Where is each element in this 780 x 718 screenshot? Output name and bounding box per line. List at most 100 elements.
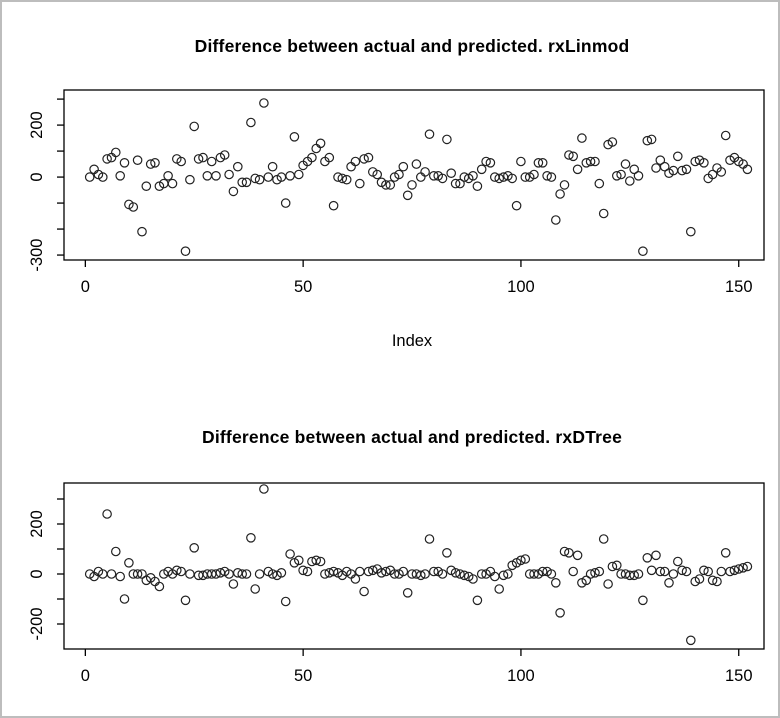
data-point: [546, 569, 557, 579]
data-point: [485, 158, 496, 168]
data-point: [707, 169, 718, 180]
data-point: [228, 186, 239, 197]
data-point: [638, 595, 648, 606]
data-point: [542, 171, 552, 181]
data-point: [668, 569, 679, 579]
data-point: [381, 566, 391, 577]
data-point: [685, 635, 696, 646]
y-tick-label: 0: [28, 569, 46, 578]
data-point: [115, 571, 125, 582]
data-point: [328, 200, 339, 211]
data-point: [259, 484, 269, 494]
data-point: [442, 134, 452, 145]
data-point: [725, 566, 735, 577]
data-point: [111, 147, 121, 158]
data-point: [254, 174, 265, 185]
data-point: [742, 561, 753, 572]
data-point: [455, 178, 465, 189]
data-point: [415, 172, 426, 182]
data-point: [359, 154, 369, 164]
data-point: [472, 181, 483, 191]
data-point: [350, 156, 361, 167]
data-point: [672, 151, 683, 162]
data-point: [564, 150, 574, 160]
x-tick-label: 100: [507, 667, 535, 685]
data-point: [224, 169, 234, 180]
data-point: [442, 547, 452, 558]
data-point: [585, 569, 596, 579]
data-point: [733, 564, 744, 574]
data-point: [468, 574, 478, 584]
data-point: [459, 570, 470, 581]
data-point: [516, 555, 526, 566]
data-point: [84, 172, 95, 182]
data-point: [241, 177, 252, 188]
data-point: [629, 570, 639, 581]
data-point: [363, 152, 374, 163]
data-point: [267, 161, 278, 172]
data-point: [716, 566, 727, 577]
data-point: [738, 562, 748, 573]
data-point: [372, 169, 382, 180]
data-point: [407, 180, 417, 190]
x-tick-label: 150: [725, 667, 753, 685]
data-point: [420, 167, 430, 177]
data-point: [446, 168, 456, 178]
data-point: [720, 130, 731, 141]
chart-1: 0 50 100 150 200 0 -200: [28, 482, 765, 685]
data-point: [585, 156, 596, 167]
data-point: [320, 569, 330, 579]
data-point: [124, 557, 134, 568]
data-point: [616, 169, 626, 180]
data-point: [494, 584, 504, 594]
data-point: [498, 570, 509, 581]
data-point: [363, 566, 374, 577]
data-point: [132, 569, 143, 579]
x-tick-label: 0: [81, 278, 90, 296]
data-point: [111, 546, 121, 557]
data-point: [677, 565, 687, 576]
data-point: [559, 180, 570, 190]
data-point: [189, 542, 199, 553]
data-point: [516, 156, 526, 167]
data-point: [189, 121, 199, 132]
data-point: [642, 552, 653, 563]
data-point: [590, 156, 600, 167]
data-point: [341, 174, 352, 185]
data-point: [520, 172, 531, 182]
data-point: [489, 571, 500, 582]
data-point: [624, 176, 635, 186]
data-point: [655, 566, 666, 577]
data-point: [237, 569, 247, 579]
data-point: [106, 569, 117, 579]
data-point: [620, 159, 631, 169]
data-point: [285, 171, 295, 181]
data-point: [494, 173, 504, 184]
data-point: [533, 158, 544, 168]
data-point: [302, 566, 313, 577]
data-point: [607, 561, 618, 572]
data-point: [102, 509, 112, 519]
data-point: [285, 549, 295, 559]
data-point: [703, 566, 713, 577]
data-point: [250, 173, 260, 184]
data-point: [681, 164, 692, 175]
data-point: [150, 158, 160, 168]
y-tick-label: 0: [28, 172, 46, 181]
data-point: [455, 569, 465, 579]
y-tick-label: -200: [28, 607, 46, 640]
data-point: [594, 178, 605, 189]
data-point: [568, 566, 578, 577]
data-point: [611, 171, 622, 181]
data-point: [503, 569, 513, 579]
data-point: [132, 155, 143, 165]
chart-title-rxdtree: Difference between actual and predicted.…: [201, 427, 622, 447]
data-point: [568, 151, 578, 162]
data-point: [367, 565, 378, 576]
data-point: [720, 547, 731, 558]
data-point: [307, 152, 317, 163]
data-point: [646, 565, 657, 576]
data-point: [594, 566, 605, 577]
data-point: [555, 607, 565, 618]
data-point: [185, 569, 195, 579]
